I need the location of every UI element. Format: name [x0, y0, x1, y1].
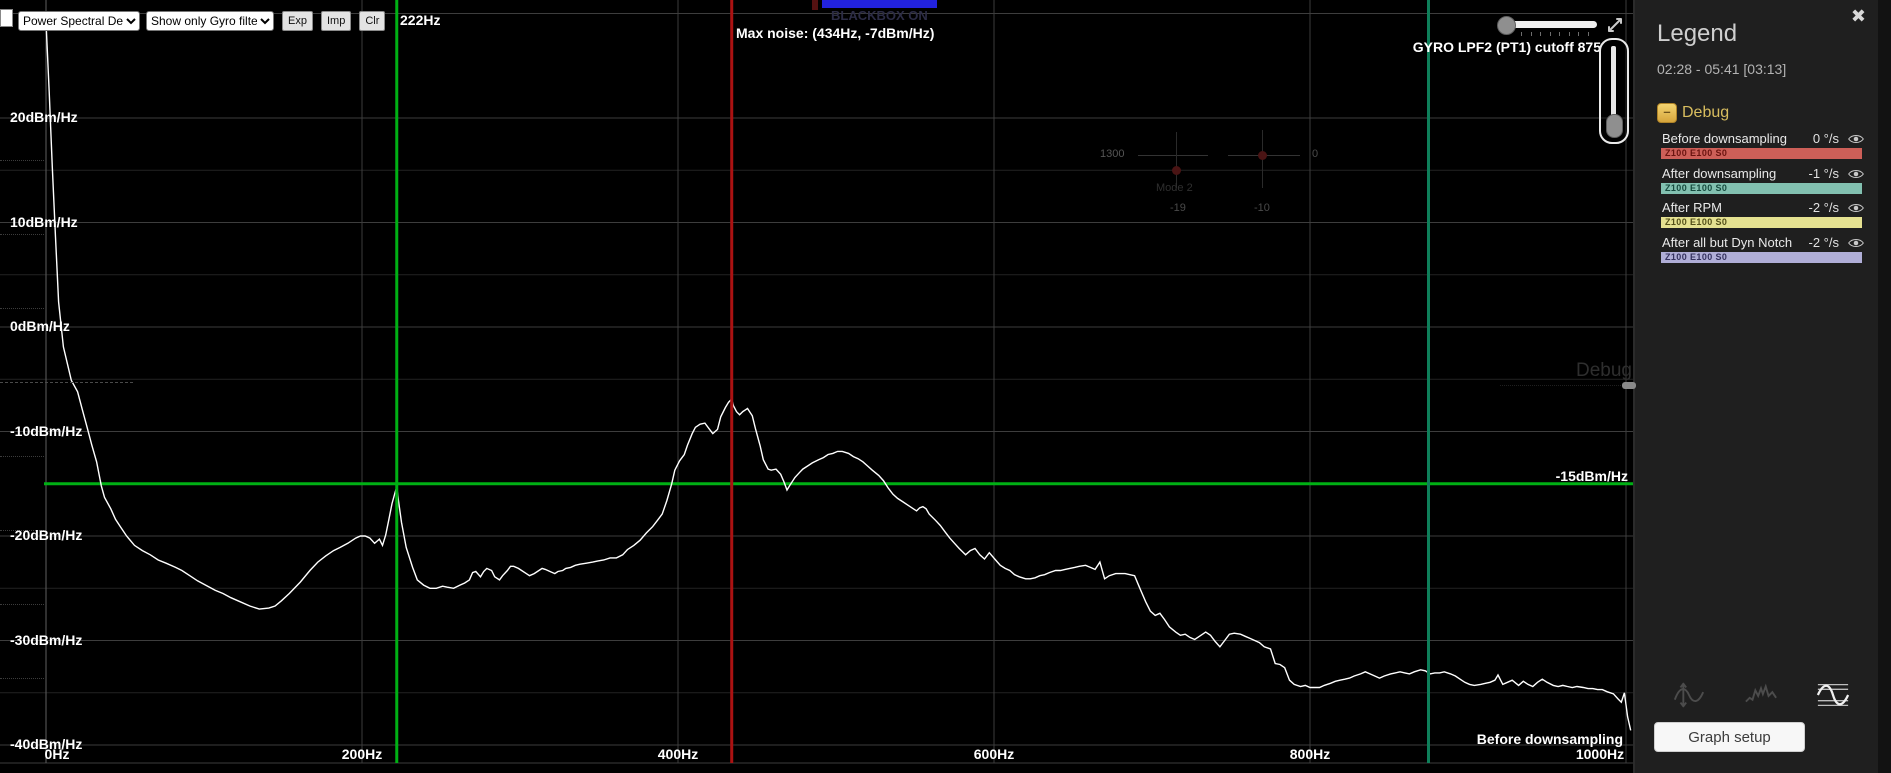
eye-visibility-icon[interactable] [1848, 237, 1864, 249]
eye-visibility-icon[interactable] [1848, 168, 1864, 180]
collapse-group-icon[interactable]: – [1657, 103, 1677, 123]
legend-entry-name[interactable]: After all but Dyn Notch [1662, 235, 1793, 250]
legend-title: Legend [1657, 20, 1738, 47]
psd-curve [45, 21, 1632, 731]
legend-entry-value: -2 °/s [1808, 200, 1839, 215]
legend-entry-settings-bar[interactable]: Z100 E100 S0 [1661, 252, 1862, 263]
raw-trace-tool-icon[interactable] [1744, 680, 1778, 710]
legend-entry-settings-bar[interactable]: Z100 E100 S0 [1661, 217, 1862, 228]
vertical-zoom-slider-track[interactable] [1611, 46, 1616, 134]
legend-group-label[interactable]: Debug [1682, 104, 1730, 121]
eye-visibility-icon[interactable] [1848, 133, 1864, 145]
spectrum-tool-icon[interactable] [1816, 680, 1850, 710]
legend-entry-name[interactable]: After downsampling [1662, 166, 1777, 181]
vertical-zoom-slider[interactable] [1599, 38, 1629, 144]
eye-visibility-icon[interactable] [1848, 202, 1864, 214]
psd-plot-canvas [0, 0, 1633, 764]
partial-control-fragment [0, 9, 13, 27]
legend-entry-name[interactable]: Before downsampling [1662, 131, 1788, 146]
zoom-slider-tick [1559, 32, 1560, 36]
legend-entry-settings-bar[interactable]: Z100 E100 S0 [1661, 183, 1862, 194]
zoom-slider-thumb[interactable] [1497, 16, 1516, 35]
graph-toolbar: Power Spectral Density Show only Gyro fi… [18, 11, 386, 31]
panel-edge-gutter [1878, 0, 1891, 773]
legend-entry-value: -2 °/s [1808, 235, 1839, 250]
legend-entry-settings-bar[interactable]: Z100 E100 S0 [1661, 148, 1862, 159]
filter-mode-select[interactable]: Show only Gyro filters [146, 11, 274, 31]
zoom-slider-tick [1549, 32, 1551, 36]
clear-button[interactable]: Clr [359, 11, 386, 31]
zoom-slider-tick [1540, 32, 1541, 36]
import-button[interactable]: Imp [320, 11, 352, 31]
legend-entry-value: -1 °/s [1808, 166, 1839, 181]
zoom-slider-track[interactable] [1502, 21, 1597, 28]
close-icon[interactable]: ✖ [1850, 6, 1866, 27]
graph-type-select[interactable]: Power Spectral Density [18, 11, 140, 31]
graph-canvas[interactable]: BLACKBOX ON 1300 0 Mode 2 -19 -10 Debug [0, 0, 1636, 773]
zoom-slider-tick [1521, 32, 1522, 36]
zoom-slider-tick [1587, 32, 1589, 36]
zoom-slider-tick [1568, 32, 1570, 36]
mini-graph-scrubber[interactable] [1622, 382, 1636, 389]
export-button[interactable]: Exp [282, 11, 313, 31]
legend-entry-name[interactable]: After RPM [1662, 200, 1722, 215]
zoom-slider-tick [1578, 32, 1579, 36]
log-time-range: 02:28 - 05:41 [03:13] [1657, 61, 1787, 77]
graph-setup-button[interactable]: Graph setup [1654, 722, 1805, 752]
legend-panel: ✖ Legend 02:28 - 05:41 [03:13] – Debug B… [1633, 0, 1878, 773]
expand-icon[interactable] [1605, 15, 1625, 35]
graph-zoom-tool-icon[interactable] [1672, 680, 1706, 710]
zoom-slider-tick [1530, 32, 1532, 36]
vertical-zoom-slider-thumb[interactable] [1606, 114, 1623, 138]
legend-entry-value: 0 °/s [1812, 131, 1839, 146]
